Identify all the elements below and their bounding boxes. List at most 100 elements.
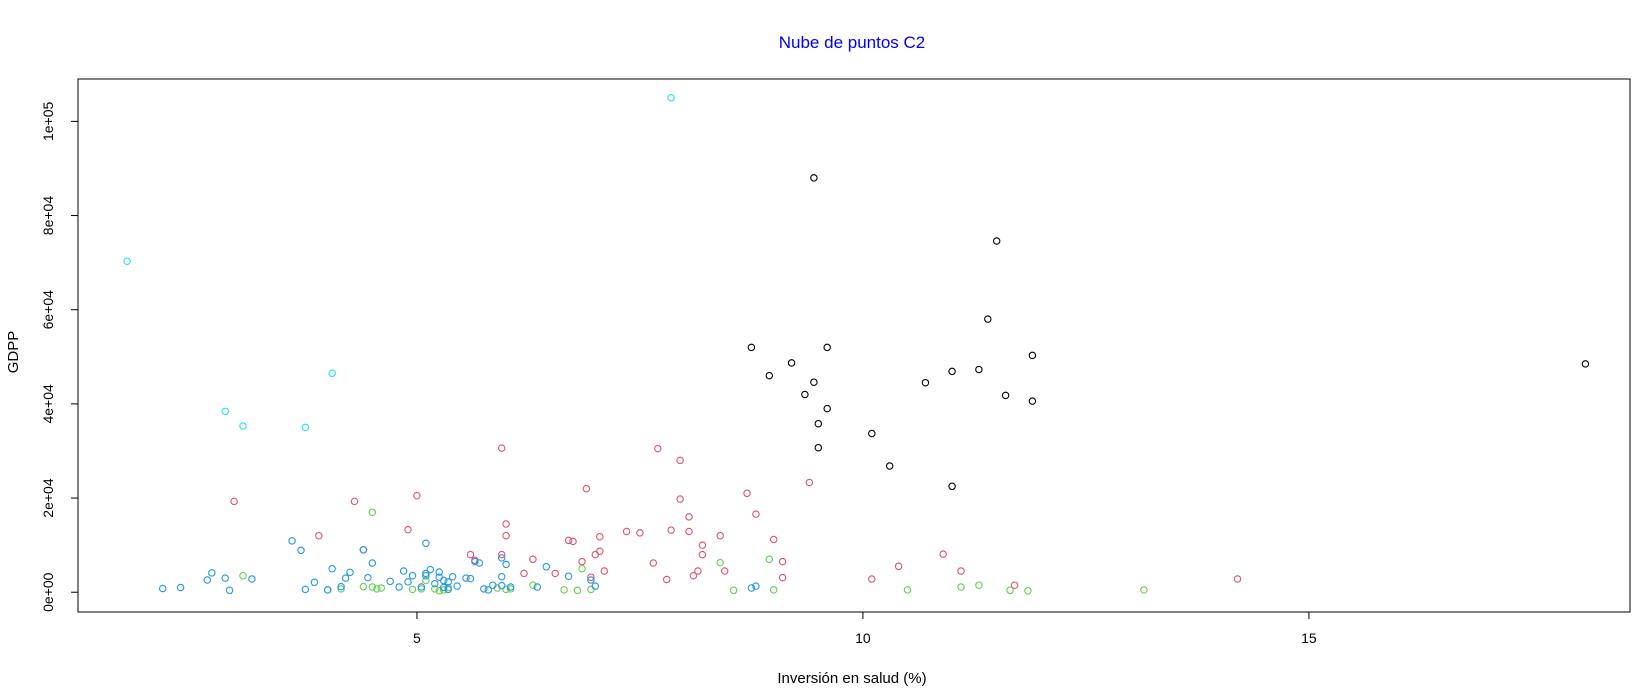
data-point — [573, 586, 582, 595]
data-point — [422, 571, 430, 580]
data-point — [288, 537, 296, 545]
data-point — [1233, 575, 1242, 583]
data-point — [413, 491, 421, 500]
data-point — [248, 575, 256, 583]
data-point — [337, 585, 345, 593]
data-point — [716, 531, 724, 540]
data-point — [662, 575, 671, 584]
y-tick-label: 8e+04 — [40, 196, 56, 236]
data-point — [497, 444, 506, 452]
data-point — [466, 574, 475, 583]
x-axis-title: Inversión en salud (%) — [777, 670, 926, 687]
y-tick-label: 0e+00 — [40, 572, 56, 612]
data-point — [765, 555, 774, 564]
data-point — [957, 567, 965, 575]
data-point — [542, 563, 551, 571]
data-point — [975, 365, 983, 374]
data-point — [404, 525, 412, 534]
data-point — [587, 576, 595, 584]
data-point — [596, 547, 604, 556]
data-point — [480, 585, 488, 593]
data-point — [176, 583, 185, 592]
data-point — [1010, 581, 1019, 589]
data-point — [417, 583, 426, 591]
x-tick-label: 10 — [855, 630, 871, 646]
data-point — [1006, 586, 1014, 595]
data-point — [426, 565, 435, 574]
chart-title: Nube de puntos C2 — [779, 33, 926, 52]
data-point — [431, 585, 439, 593]
data-point — [1001, 391, 1010, 400]
data-point — [404, 578, 412, 586]
data-point — [564, 536, 573, 545]
data-point — [1140, 586, 1148, 594]
y-tick-label: 4e+04 — [40, 384, 56, 424]
data-point — [689, 571, 698, 580]
data-point — [587, 573, 595, 581]
data-point — [315, 531, 323, 540]
data-point — [720, 567, 729, 575]
data-point — [560, 586, 568, 594]
data-point — [368, 583, 377, 591]
data-point — [1024, 587, 1032, 595]
data-point — [1028, 397, 1037, 405]
data-point — [377, 584, 386, 592]
data-point — [596, 532, 604, 541]
data-point — [747, 584, 756, 592]
data-point — [408, 585, 417, 594]
data-point — [520, 569, 528, 578]
data-point — [337, 582, 345, 591]
data-point — [649, 559, 658, 567]
data-point — [399, 567, 408, 575]
data-point — [698, 541, 707, 549]
data-point — [497, 554, 506, 562]
data-point — [230, 497, 238, 506]
data-point — [484, 586, 493, 594]
data-point — [502, 520, 510, 528]
y-axis-title: GDPP — [5, 331, 22, 374]
data-point — [529, 581, 537, 589]
data-point — [225, 586, 234, 595]
data-point — [297, 546, 305, 555]
data-point — [439, 583, 448, 592]
data-point — [123, 257, 131, 265]
data-point — [466, 550, 475, 559]
data-point — [823, 404, 831, 413]
data-point — [823, 343, 831, 352]
data-point — [471, 557, 479, 566]
data-point — [667, 94, 675, 102]
data-point — [676, 495, 684, 503]
data-point — [453, 582, 461, 590]
data-point — [685, 527, 693, 536]
data-point — [431, 579, 439, 588]
data-point — [921, 378, 930, 387]
data-point — [502, 585, 510, 594]
data-point — [439, 576, 448, 585]
data-point — [587, 585, 595, 594]
data-point — [368, 508, 377, 516]
data-point — [301, 585, 310, 594]
data-point — [359, 582, 368, 591]
data-point — [654, 444, 662, 453]
data-point — [769, 535, 778, 544]
x-tick-label: 15 — [1301, 630, 1317, 646]
y-axis: 0e+00 2e+04 4e+04 6e+04 8e+04 1e+05 — [40, 102, 79, 612]
data-point — [814, 443, 823, 452]
data-point — [502, 531, 510, 540]
y-tick-label: 2e+04 — [40, 478, 56, 518]
data-point — [444, 585, 452, 594]
data-point — [564, 572, 573, 580]
data-point — [636, 529, 644, 537]
data-point — [444, 578, 452, 586]
data-point — [158, 584, 167, 593]
data-point — [323, 586, 332, 594]
data-point — [578, 564, 586, 573]
data-point — [435, 568, 443, 576]
data-point — [350, 497, 359, 506]
data-point — [364, 573, 372, 582]
data-point — [529, 555, 537, 564]
data-point — [328, 369, 336, 378]
data-point — [622, 527, 631, 536]
data-point — [729, 586, 738, 595]
data-point — [310, 578, 319, 587]
